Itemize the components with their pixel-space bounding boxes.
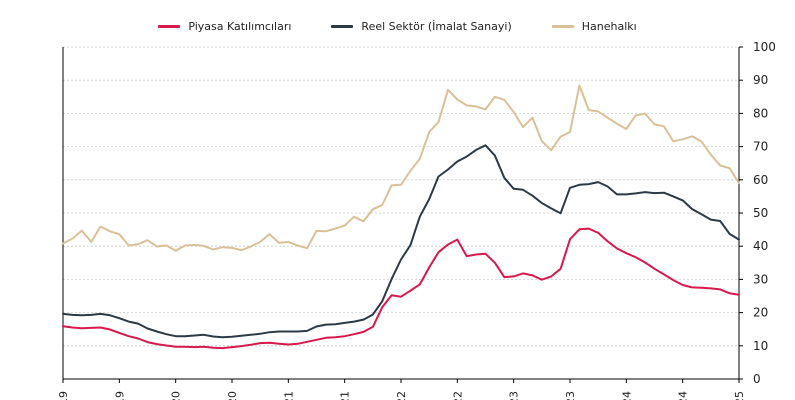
legend-swatch-hanehalki [551,25,574,28]
x-tick-label-9: 23 [564,391,577,400]
y-tick-label-60: 60 [753,173,768,187]
y-tick-label-40: 40 [753,239,768,253]
legend-swatch-piyasa [158,25,181,28]
legend-label-hanehalki: Hanehalkı [581,20,637,33]
y-tick-label-100: 100 [753,40,776,54]
legend-item-piyasa: Piyasa Katılımcıları [158,20,291,33]
y-tick-label-70: 70 [753,140,768,154]
x-tick-label-2: 20 [170,391,183,400]
x-tick-label-8: 23 [508,391,521,400]
x-tick-label-3: 20 [226,391,239,400]
legend-label-piyasa: Piyasa Katılımcıları [188,20,292,33]
legend-label-reel: Reel Sektör (İmalat Sanayi) [361,20,512,33]
y-tick-label-20: 20 [753,306,768,320]
legend-item-hanehalki: Hanehalkı [551,20,637,33]
x-tick-label-10: 24 [620,391,633,400]
y-tick-label-0: 0 [753,372,761,386]
chart-legend: Piyasa Katılımcıları Reel Sektör (İmalat… [0,20,795,33]
y-tick-label-90: 90 [753,73,768,87]
x-tick-label-5: 21 [339,391,352,400]
x-tick-label-6: 22 [395,391,408,400]
y-tick-label-10: 10 [753,339,768,353]
x-tick-label-4: 21 [282,391,295,400]
y-tick-label-80: 80 [753,106,768,120]
y-tick-label-50: 50 [753,206,768,220]
x-tick-label-1: 19 [113,391,126,400]
legend-item-reel: Reel Sektör (İmalat Sanayi) [331,20,512,33]
x-tick-label-0: 19 [57,391,70,400]
series-line-2 [62,84,740,252]
series-line-0 [62,227,740,350]
legend-swatch-reel [331,25,354,28]
x-tick-label-12: 25 [733,391,746,400]
series-line-1 [62,144,740,339]
x-tick-label-11: 24 [677,391,690,400]
x-tick-label-7: 22 [451,391,464,400]
y-tick-label-30: 30 [753,272,768,286]
